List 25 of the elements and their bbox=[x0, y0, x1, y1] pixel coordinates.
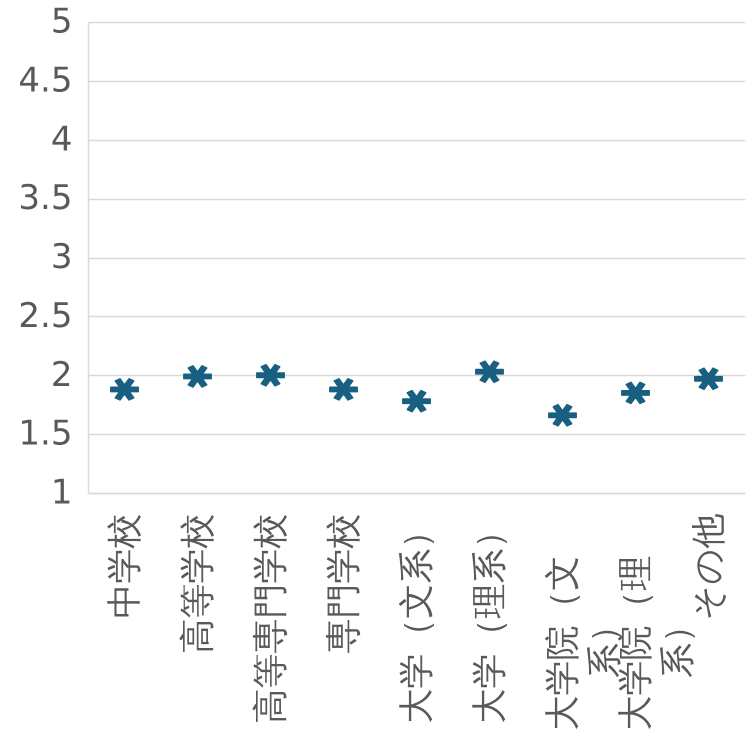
x-tick-label: その他 bbox=[689, 514, 729, 620]
x-tick-label: 大学（文系） bbox=[397, 514, 437, 724]
point bbox=[621, 382, 650, 404]
x-tick-label: 高等学校 bbox=[178, 514, 218, 654]
x-tick-label: 専門学校 bbox=[324, 514, 364, 654]
x-tick-label: 中学校 bbox=[105, 514, 145, 618]
y-tick-label: 4.5 bbox=[18, 60, 72, 100]
point bbox=[475, 360, 504, 384]
y-tick-label: 4 bbox=[50, 119, 72, 160]
x-tick-label: 大学（理系） bbox=[470, 514, 510, 724]
x-tick-label: 高等専門学校 bbox=[251, 514, 291, 724]
point bbox=[402, 390, 431, 412]
point bbox=[110, 378, 139, 401]
y-tick-label: 3 bbox=[50, 237, 72, 277]
point bbox=[548, 404, 577, 427]
y-tick-label: 1.5 bbox=[18, 414, 72, 454]
y-tick-label: 2.5 bbox=[18, 296, 72, 336]
y-tick-label: 1 bbox=[50, 472, 72, 512]
y-tick-label: 2 bbox=[50, 354, 72, 395]
point bbox=[694, 367, 723, 390]
point bbox=[183, 365, 212, 388]
point bbox=[329, 378, 358, 401]
y-tick-label: 5 bbox=[50, 2, 72, 42]
y-tick-label: 3.5 bbox=[18, 178, 72, 218]
point bbox=[256, 364, 285, 387]
